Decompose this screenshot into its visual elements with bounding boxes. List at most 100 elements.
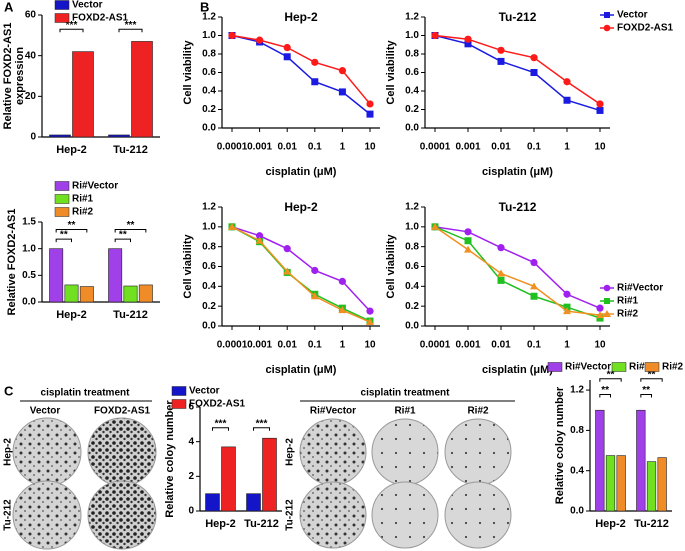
marker (366, 318, 374, 326)
y-tick-label: 1.0 (22, 243, 36, 254)
marker (338, 88, 346, 96)
marker (464, 40, 472, 48)
marker (530, 292, 538, 300)
colony-row: Hep-2 (285, 438, 296, 466)
y-tick-label: 0.2 (202, 301, 216, 312)
x-tick-label: 0.1 (527, 142, 541, 153)
legend-swatch (54, 181, 70, 191)
y-tick-label: 40 (25, 50, 37, 61)
significance-bracket (599, 378, 622, 382)
marker (497, 269, 505, 277)
y-tick-label: 0.2 (202, 104, 216, 115)
y-axis-label: Cell viability (385, 234, 397, 299)
x-tick-label: 1 (340, 142, 346, 153)
x-tick-label: 1 (564, 142, 570, 153)
bar (108, 248, 123, 303)
x-tick-label: 10 (594, 340, 606, 351)
marker (310, 292, 319, 300)
y-tick-label: 0.0 (202, 123, 216, 134)
significance-bracket (59, 28, 84, 33)
colony-column: Ri#Vector (310, 406, 356, 417)
line (434, 34, 601, 112)
x-tick-label: 0.001 (247, 340, 272, 351)
legend-marker (603, 24, 611, 32)
bar (108, 134, 130, 138)
y-tick-label: 0 (30, 132, 36, 143)
x-axis-label: cisplatin (μM) (266, 364, 337, 376)
colony-title: cisplatin treatment (361, 388, 451, 399)
legend-label: Vector (189, 386, 220, 397)
bar (205, 493, 220, 512)
x-tick-label: 1 (564, 340, 570, 351)
x-axis-label: cisplatin (μM) (266, 166, 337, 178)
bar (262, 437, 277, 512)
significance-bracket (55, 228, 88, 233)
x-tick-label: Tu-212 (113, 144, 148, 156)
marker (283, 43, 291, 52)
legend-swatch (54, 13, 70, 23)
marker (283, 53, 291, 61)
significance-bracket (212, 427, 229, 431)
marker (563, 307, 571, 315)
y-tick-label: 0.4 (405, 86, 419, 97)
significance-label: ** (60, 230, 68, 241)
y-axis-label: Cell viability (182, 234, 194, 299)
chart-title: Hep-2 (284, 10, 318, 24)
legend-label: Ri#2 (617, 309, 639, 320)
bar (246, 493, 261, 512)
panel-label: C (4, 383, 14, 398)
colony-title: cisplatin treatment (41, 388, 131, 399)
marker (338, 277, 346, 285)
x-tick-label: Tu-212 (113, 309, 148, 321)
line (231, 226, 371, 322)
line (434, 34, 601, 105)
significance-bracket (118, 28, 143, 33)
legend-label: Vector (72, 0, 103, 11)
x-tick-label: 0.001 (455, 142, 480, 153)
significance-bracket (114, 238, 131, 243)
legend-label: Ri#1 (629, 362, 651, 373)
line (434, 226, 601, 309)
legend-swatch (547, 362, 563, 372)
x-tick-label: Hep-2 (205, 518, 236, 530)
bar (72, 51, 94, 138)
chart-title: Hep-2 (284, 200, 318, 214)
x-tick-label: 10 (364, 340, 376, 351)
y-tick-label: 1.2 (202, 202, 216, 213)
y-tick-label: 0.0 (570, 506, 584, 517)
y-tick-label: 0.6 (202, 67, 216, 78)
colony-plate (87, 417, 157, 487)
colony-column: Ri#2 (467, 406, 489, 417)
significance-label: *** (66, 20, 78, 31)
colony-plate (371, 418, 439, 486)
marker (283, 245, 291, 253)
marker (596, 304, 604, 312)
marker (311, 78, 319, 86)
colony-plate (299, 418, 367, 486)
bar (616, 455, 626, 512)
x-tick-label: 10 (594, 142, 606, 153)
bar (605, 455, 616, 512)
panel-label: A (4, 0, 14, 14)
y-tick-label: 0.4 (202, 281, 216, 292)
marker (431, 222, 439, 230)
marker (366, 100, 374, 108)
marker (256, 232, 264, 240)
x-tick-label: 0.01 (277, 340, 297, 351)
x-axis-label: cisplatin (μM) (482, 364, 553, 376)
colony-panel: cisplatin treatment Vector FOXD2-AS1 Hep… (3, 388, 157, 550)
x-tick-label: 0.0001 (217, 142, 248, 153)
colony-row: Hep-2 (3, 438, 14, 466)
legend-label: Ri#Vector (565, 362, 611, 373)
colony-plate (444, 481, 512, 549)
y-tick-label: 1.0 (202, 30, 216, 41)
legend-marker (604, 298, 610, 304)
x-tick-label: 10 (364, 142, 376, 153)
y-tick-label: 0.8 (570, 425, 584, 436)
marker (497, 57, 505, 65)
marker (228, 31, 236, 40)
line (231, 226, 371, 323)
x-tick-label: 0.1 (308, 340, 322, 351)
marker (464, 228, 472, 236)
colony-plate (12, 480, 82, 550)
